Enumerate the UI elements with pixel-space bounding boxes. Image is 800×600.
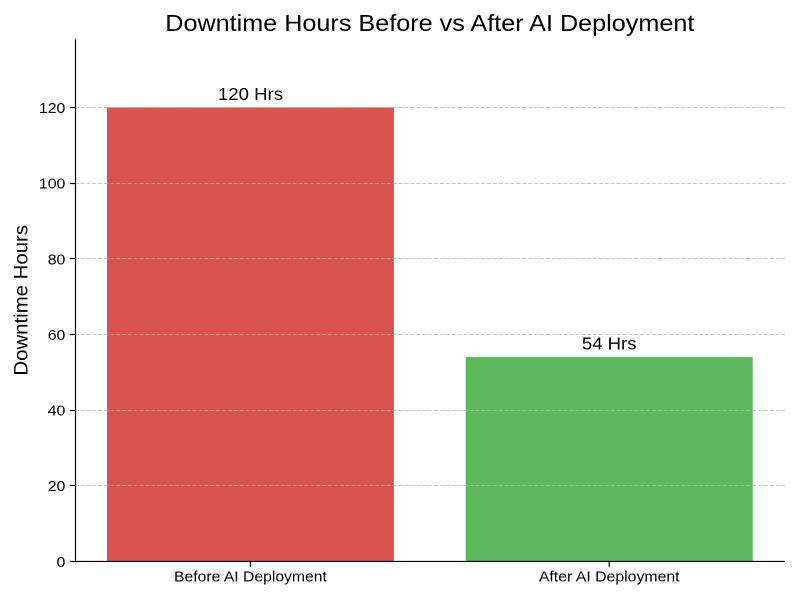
- svg-text:0: 0: [57, 555, 66, 571]
- svg-text:80: 80: [48, 252, 66, 268]
- svg-text:120: 120: [39, 101, 66, 117]
- svg-text:After AI Deployment: After AI Deployment: [539, 570, 680, 586]
- svg-text:54 Hrs: 54 Hrs: [582, 333, 637, 353]
- svg-text:Downtime Hours: Downtime Hours: [12, 225, 33, 376]
- svg-text:40: 40: [48, 404, 66, 420]
- svg-text:60: 60: [48, 328, 66, 344]
- svg-text:120 Hrs: 120 Hrs: [218, 84, 283, 104]
- svg-text:20: 20: [48, 479, 66, 495]
- svg-text:Downtime Hours Before vs After: Downtime Hours Before vs After AI Deploy…: [165, 10, 695, 36]
- svg-text:Before AI Deployment: Before AI Deployment: [174, 570, 327, 586]
- svg-text:100: 100: [39, 177, 66, 193]
